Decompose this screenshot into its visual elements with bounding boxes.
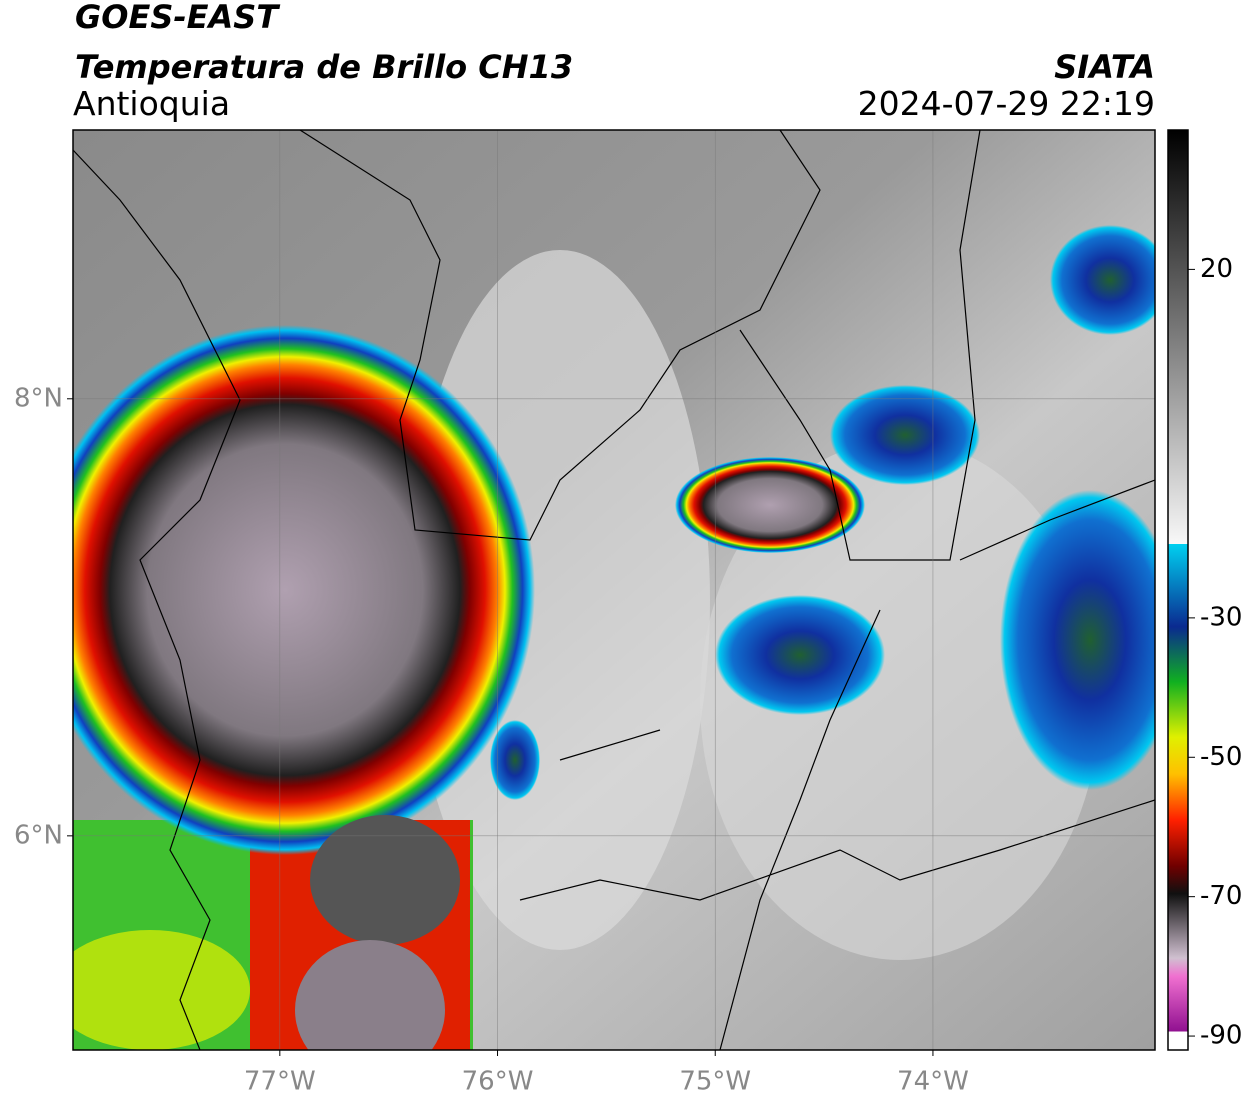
colorbar-tick-label: -90 — [1200, 1021, 1242, 1051]
x-tick-label: 77°W — [244, 1067, 316, 1097]
y-tick-label: 8°N — [14, 383, 63, 413]
title: GOES-EAST — [75, 0, 280, 36]
x-tick-label: 76°W — [462, 1067, 534, 1097]
colorbar — [1167, 129, 1189, 1051]
source: SIATA — [1054, 48, 1155, 86]
region: Antioquia — [73, 84, 230, 123]
colorbar-tick-label: -50 — [1200, 742, 1242, 772]
imagery — [73, 130, 1155, 1050]
y-tick-label: 6°N — [14, 820, 63, 850]
colorbar-tick-label: 20 — [1200, 254, 1233, 284]
x-tick-label: 75°W — [679, 1067, 751, 1097]
colorbar-tick-label: -30 — [1200, 602, 1242, 632]
x-tick-label: 74°W — [897, 1067, 969, 1097]
map-frame — [72, 129, 1156, 1051]
colorbar-tick-label: -70 — [1200, 881, 1242, 911]
subtitle: Temperatura de Brillo CH13 — [75, 48, 573, 86]
datetime: 2024-07-29 22:19 — [858, 84, 1155, 123]
